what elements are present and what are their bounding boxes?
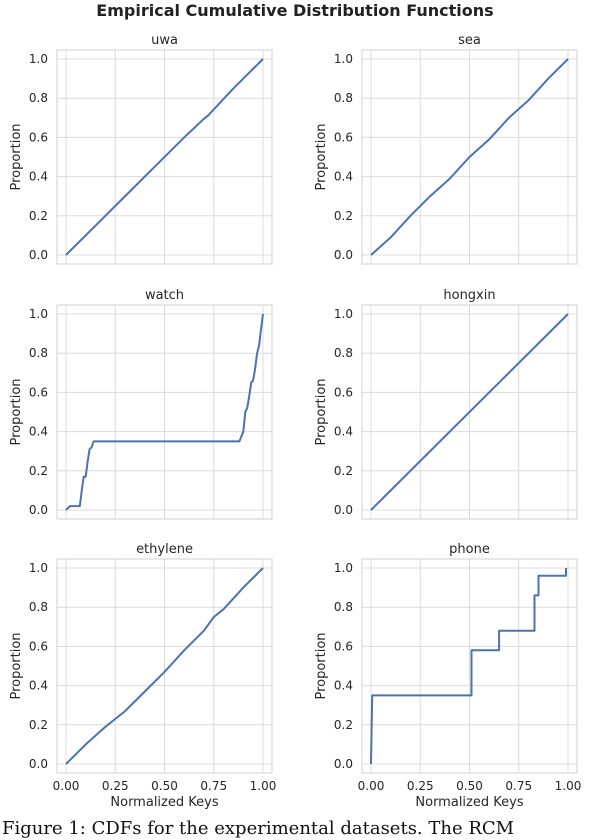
chart-panel-ethylene: ethylene 0.0 0.2 0.4 0.6 0.8 1.0 0.00 0.25 0.50 0.… (9, 542, 276, 810)
plot-frame (361, 558, 578, 774)
plot-frame (361, 304, 578, 520)
y-tick-label: 0.0 (29, 503, 48, 517)
cdf-line-phone (370, 568, 567, 765)
plot-frame (56, 49, 273, 265)
chart-grid: uwa 0.0 0.2 0.4 0.6 0.8 1.0 Proportion sea 0.0 0.2… (9, 33, 581, 810)
y-tick-label: 0.2 (334, 209, 353, 223)
cdf-line-watch (65, 313, 264, 511)
y-tick-label: 0.4 (334, 170, 353, 184)
y-tick-label: 0.6 (29, 130, 48, 144)
y-tick-label: 0.8 (334, 346, 353, 360)
x-tick-label: 0.50 (456, 779, 483, 793)
y-tick-label: 0.0 (334, 757, 353, 771)
cdf-line-hongxin (370, 313, 569, 511)
y-tick-label: 0.6 (29, 639, 48, 653)
panel-title: sea (458, 33, 481, 48)
cdf-line-ethylene (65, 567, 264, 765)
plot-frame (56, 558, 273, 774)
x-tick-label: 0.25 (102, 779, 129, 793)
y-tick-label: 0.2 (334, 718, 353, 732)
panel-title: watch (145, 288, 184, 303)
y-axis-label: Proportion (314, 378, 329, 445)
y-tick-label: 0.2 (334, 464, 353, 478)
y-tick-label: 0.2 (29, 464, 48, 478)
panel-title: phone (449, 542, 490, 557)
y-tick-label: 0.4 (29, 170, 48, 184)
y-tick-label: 1.0 (29, 307, 48, 321)
x-tick-label: 1.00 (555, 779, 582, 793)
figure-caption: Figure 1: CDFs for the experimental data… (2, 818, 515, 839)
x-tick-label: 0.50 (151, 779, 178, 793)
panel-title: ethylene (136, 542, 193, 557)
chart-panel-uwa: uwa 0.0 0.2 0.4 0.6 0.8 1.0 Proportion (9, 33, 273, 265)
y-tick-label: 0.8 (29, 600, 48, 614)
y-axis-label: Proportion (9, 378, 24, 445)
chart-panel-phone: phone 0.0 0.2 0.4 0.6 0.8 1.0 0.00 0.25 0.50 0.75 1… (314, 542, 581, 810)
cdf-line-sea (370, 58, 569, 256)
chart-panel-hongxin: hongxin 0.0 0.2 0.4 0.6 0.8 1.0 Proportion (314, 288, 578, 520)
y-tick-label: 0.2 (29, 718, 48, 732)
y-axis-label: Proportion (314, 632, 329, 699)
panel-title: uwa (151, 33, 178, 48)
y-tick-label: 0.6 (29, 385, 48, 399)
x-tick-label: 0.75 (505, 779, 532, 793)
plot-frame (361, 49, 578, 265)
cdf-line-uwa (65, 58, 264, 256)
x-tick-label: 0.00 (358, 779, 385, 793)
y-tick-label: 1.0 (29, 561, 48, 575)
plot-frame (56, 304, 273, 520)
y-tick-label: 0.4 (29, 425, 48, 439)
y-tick-label: 0.8 (29, 91, 48, 105)
y-axis-label: Proportion (9, 632, 24, 699)
x-tick-label: 0.75 (200, 779, 227, 793)
y-tick-label: 1.0 (29, 52, 48, 66)
x-tick-label: 0.25 (407, 779, 434, 793)
y-tick-label: 0.4 (334, 425, 353, 439)
x-tick-label: 1.00 (250, 779, 277, 793)
y-tick-label: 0.6 (334, 385, 353, 399)
y-tick-label: 0.6 (334, 130, 353, 144)
x-axis-label: Normalized Keys (415, 795, 523, 810)
y-axis-label: Proportion (9, 123, 24, 190)
y-tick-label: 0.0 (334, 248, 353, 262)
panel-title: hongxin (443, 288, 495, 303)
figure-title: Empirical Cumulative Distribution Functi… (96, 1, 494, 20)
y-tick-label: 0.4 (334, 679, 353, 693)
x-axis-label: Normalized Keys (110, 795, 218, 810)
y-tick-label: 0.8 (334, 91, 353, 105)
x-tick-label: 0.00 (53, 779, 80, 793)
y-tick-label: 0.2 (29, 209, 48, 223)
y-tick-label: 0.8 (334, 600, 353, 614)
y-tick-label: 1.0 (334, 307, 353, 321)
y-tick-label: 0.8 (29, 346, 48, 360)
y-tick-label: 0.6 (334, 639, 353, 653)
chart-panel-watch: watch 0.0 0.2 0.4 0.6 0.8 1.0 Proportion (9, 288, 273, 520)
y-tick-label: 1.0 (334, 52, 353, 66)
y-tick-label: 0.0 (334, 503, 353, 517)
y-tick-label: 1.0 (334, 561, 353, 575)
y-tick-label: 0.4 (29, 679, 48, 693)
y-axis-label: Proportion (314, 123, 329, 190)
y-tick-label: 0.0 (29, 248, 48, 262)
y-tick-label: 0.0 (29, 757, 48, 771)
chart-panel-sea: sea 0.0 0.2 0.4 0.6 0.8 1.0 Proportion (314, 33, 578, 265)
